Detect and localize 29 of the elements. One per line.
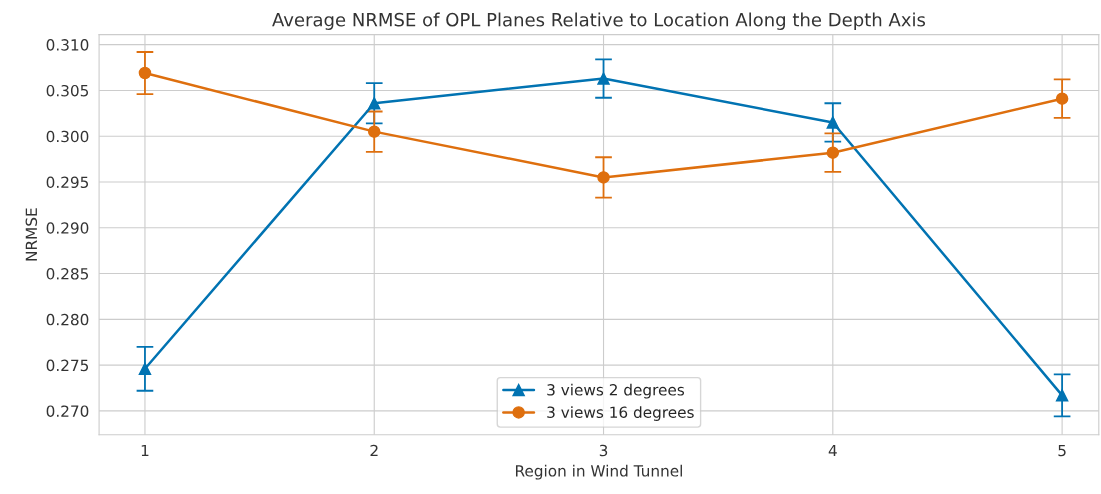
y-tick-label: 0.275 [46,359,89,372]
point [367,125,381,138]
x-tick-label: 5 [1058,444,1066,457]
point [826,146,840,159]
point [597,171,610,184]
y-tick-label: 0.295 [46,176,89,189]
chart-title: Average NRMSE of OPL Planes Relative to Location Along the Depth Axis [272,12,926,30]
y-tick-label: 0.310 [46,39,89,51]
y-tick-label: 0.305 [46,84,89,97]
legend-label: 3 views 2 degrees [547,383,685,399]
point [138,66,152,80]
legend-label: 3 views 16 degrees [547,406,694,421]
y-tick-label: 0.290 [46,222,89,234]
point [367,97,381,110]
point [597,72,610,85]
point [138,362,152,376]
y-tick-label: 0.285 [46,268,89,280]
x-tick-label: 2 [370,444,378,457]
x-tick-label: 3 [599,444,608,457]
y-tick-label: 0.300 [46,130,89,143]
y-tick-label: 0.280 [46,313,89,326]
point [826,116,840,129]
x-axis-title: Region in Wind Tunnel [516,464,682,480]
y-tick-label: 0.270 [46,405,89,417]
point [1055,389,1069,402]
x-tick-label: 4 [828,444,837,457]
point [1055,92,1069,105]
y-axis-title: NRMSE [25,208,38,261]
x-tick-label: 1 [141,444,149,457]
